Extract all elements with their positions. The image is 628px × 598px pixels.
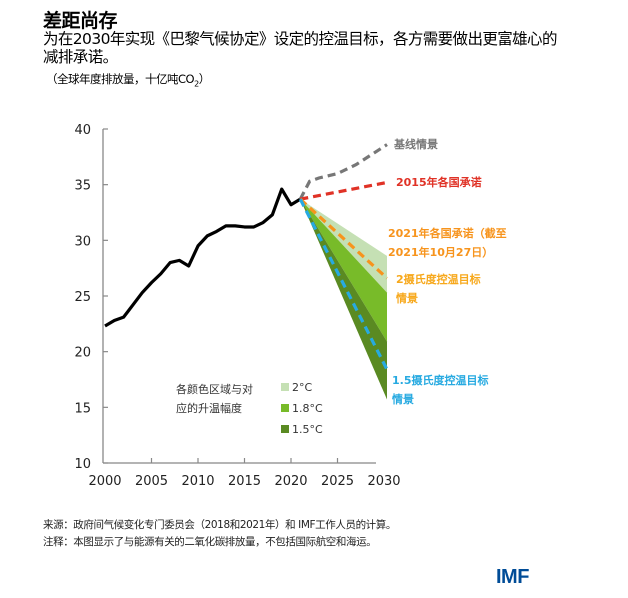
scenario-1-5c-line xyxy=(298,198,389,371)
y-tick-label: 10 xyxy=(74,457,91,472)
x-tick-label: 2020 xyxy=(274,474,307,489)
source-note: 来源：政府间气候变化专门委员会（2018和2021年）和 IMF工作人员的计算。 xyxy=(43,519,396,531)
legend-label-1-5c: 1.5°C xyxy=(292,423,323,436)
band-2-C xyxy=(300,199,387,293)
footnote: 注释：本图显示了与能源有关的二氧化碳排放量，不包括国际航空和海运。 xyxy=(43,536,377,548)
imf-logo: IMF xyxy=(496,566,529,588)
band-1-8-C xyxy=(300,199,387,342)
x-tick-label: 2010 xyxy=(181,474,214,489)
temperature-bands xyxy=(300,199,387,400)
x-ticks: 2000 2005 2010 2015 2020 2025 2030 xyxy=(88,458,401,489)
unit-label-suffix: ） xyxy=(198,72,211,86)
label-1-5c-scenario-line2: 情景 xyxy=(392,392,414,406)
legend-label-2c: 2°C xyxy=(292,381,312,394)
legend-title-line2: 应的升温幅度 xyxy=(176,401,242,415)
y-tick-label: 15 xyxy=(74,401,91,416)
annotations: 基线情景 2015年各国承诺 2021年各国承诺（截至 2021年10月27日）… xyxy=(388,137,507,406)
y-tick-label: 35 xyxy=(74,179,91,194)
x-tick-label: 2025 xyxy=(321,474,354,489)
legend-swatch-2c xyxy=(281,383,289,391)
series xyxy=(104,143,389,371)
footer: 来源：政府间气候变化专门委员会（2018和2021年）和 IMF工作人员的计算。… xyxy=(43,517,396,551)
label-pledge-2021-line2: 2021年10月27日） xyxy=(388,245,493,259)
legend-swatch-1-8c xyxy=(281,404,289,412)
chart-subtitle: 为在2030年实现《巴黎气候协定》设定的控温目标，各方需要做出更富雄心的减排承诺… xyxy=(43,30,557,66)
x-tick-label: 2000 xyxy=(88,474,121,489)
baseline-line xyxy=(298,143,388,200)
x-tick-label: 2005 xyxy=(135,474,168,489)
label-1-5c-scenario-line1: 1.5摄氏度控温目标 xyxy=(392,373,489,387)
y-ticks: 10 15 20 25 30 35 40 xyxy=(74,123,108,472)
label-baseline: 基线情景 xyxy=(393,137,438,151)
y-tick-label: 40 xyxy=(74,123,91,138)
x-tick-label: 2030 xyxy=(367,474,400,489)
chart-title: 差距尚存 xyxy=(43,10,118,32)
legend: 各颜色区域与对 应的升温幅度 2°C 1.8°C 1.5°C xyxy=(176,381,323,436)
unit-label-subscript: 2 xyxy=(194,79,199,89)
pledge-2015-line xyxy=(299,180,388,201)
unit-label-text: （全球年度排放量，十亿吨CO xyxy=(46,72,195,86)
label-2c-scenario-line1: 2摄氏度控温目标 xyxy=(396,272,481,286)
label-pledge-2015: 2015年各国承诺 xyxy=(396,175,482,189)
pledge-2021-line xyxy=(299,197,389,280)
x-tick-label: 2015 xyxy=(228,474,261,489)
label-pledge-2021-line1: 2021年各国承诺（截至 xyxy=(388,226,507,240)
legend-label-1-8c: 1.8°C xyxy=(292,402,323,415)
legend-title-line1: 各颜色区域与对 xyxy=(176,382,253,396)
y-tick-label: 30 xyxy=(74,234,91,249)
historical-emissions-line xyxy=(104,187,302,328)
label-2c-scenario-line2: 情景 xyxy=(396,291,418,305)
y-tick-label: 20 xyxy=(74,346,91,361)
legend-swatch-1-5c xyxy=(281,425,289,433)
band-1-5-C xyxy=(300,199,387,400)
unit-label: （全球年度排放量，十亿吨CO2） xyxy=(46,71,210,88)
y-tick-label: 25 xyxy=(74,290,91,305)
